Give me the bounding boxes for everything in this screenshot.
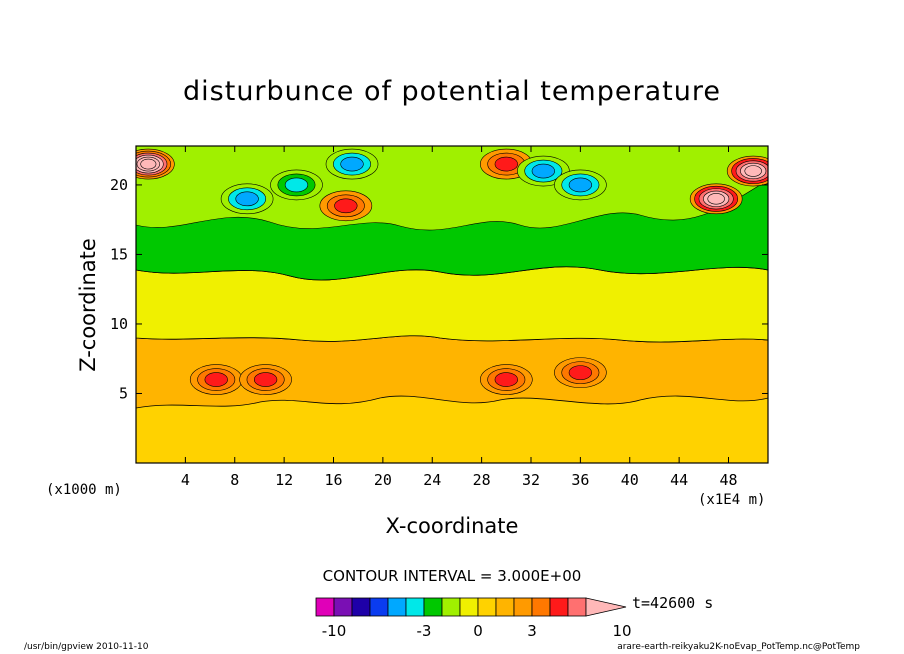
footer-command: /usr/bin/gpview 2010-11-10 — [24, 642, 149, 652]
field-blob-3-level-2 — [340, 156, 364, 172]
field-layer-lime — [136, 146, 768, 231]
y-tick-label-0: 5 — [119, 384, 128, 402]
colorbar-extension — [585, 597, 627, 617]
field-blob-13-level-2 — [568, 365, 593, 380]
field-blob-8-level-4 — [707, 193, 725, 205]
colorbar-segment-5 — [405, 597, 425, 617]
field-blob-10-level-2 — [204, 372, 228, 387]
colorbar-segment-8 — [459, 597, 479, 617]
field-blob-6-level-2 — [531, 163, 555, 179]
colorbar-segment-9 — [477, 597, 497, 617]
x-axis: 4 8 12 16 20 24 28 32 36 40 44 48 — [181, 146, 738, 489]
x-tick-label-2: 12 — [275, 471, 293, 489]
colorbar-segment-2 — [351, 597, 371, 617]
colorbar-tick-label-1: -3 — [417, 622, 432, 640]
colorbar-segment-13 — [549, 597, 569, 617]
field-blob-7-level-2 — [568, 177, 593, 193]
field-blob-5-level-2 — [494, 156, 518, 172]
colorbar-tick-label-0: -10 — [322, 622, 347, 640]
colorbar-segment-1 — [333, 597, 353, 617]
x-tick-label-0: 4 — [181, 471, 190, 489]
x-tick-label-7: 32 — [522, 471, 540, 489]
plot-frame — [135, 145, 769, 464]
colorbar-segment-0 — [315, 597, 335, 617]
field-blob-9-level-4 — [744, 165, 762, 177]
x-tick-label-10: 44 — [670, 471, 688, 489]
x-tick-label-8: 36 — [571, 471, 589, 489]
colorbar-segment-4 — [387, 597, 407, 617]
colorbar-tick-label-2: 0 — [473, 622, 483, 640]
y-tick-label-2: 15 — [110, 245, 128, 263]
colorbar-segment-12 — [531, 597, 551, 617]
field-blob-4-level-2 — [334, 198, 358, 214]
y-unit-label: (x1000 m) — [46, 482, 122, 498]
colorbar-segment-11 — [513, 597, 533, 617]
y-tick-label-3: 20 — [110, 176, 128, 194]
x-tick-label-11: 48 — [719, 471, 737, 489]
field-blob-1-level-2 — [235, 191, 259, 207]
field-blob-0-level-5 — [140, 158, 157, 170]
x-tick-label-4: 20 — [374, 471, 392, 489]
y-axis-label: Z-coordinate — [76, 238, 100, 372]
colorbar-segment-3 — [369, 597, 389, 617]
colorbar-segment-7 — [441, 597, 461, 617]
colorbar-tick-label-4: 10 — [612, 622, 631, 640]
field-blob-2-level-2 — [284, 177, 309, 193]
chart-title: disturbunce of potential temperature — [183, 76, 721, 107]
x-tick-label-5: 24 — [423, 471, 441, 489]
colorbar-segment-14 — [567, 597, 587, 617]
colorbar-tick-label-3: 3 — [527, 622, 537, 640]
x-unit-label: (x1E4 m) — [698, 492, 766, 508]
plot-area — [136, 146, 768, 463]
x-axis-label: X-coordinate — [385, 514, 519, 538]
colorbar-segment-10 — [495, 597, 515, 617]
field-blob-12-level-2 — [494, 372, 518, 387]
x-tick-label-6: 28 — [473, 471, 491, 489]
x-tick-label-9: 40 — [621, 471, 639, 489]
x-tick-label-3: 16 — [324, 471, 342, 489]
contour-interval-label: CONTOUR INTERVAL = 3.000E+00 — [322, 567, 582, 585]
field-blob-11-level-2 — [253, 372, 278, 387]
footer-file: arare-earth-reikyaku2K-noEvap_PotTemp.nc… — [617, 642, 860, 652]
y-axis: 5 10 15 20 — [110, 176, 768, 402]
colorbar: -10 -3 0 3 10 — [315, 597, 632, 640]
field-layer-upper — [136, 266, 768, 343]
x-tick-label-1: 8 — [230, 471, 239, 489]
colorbar-segment-6 — [423, 597, 443, 617]
time-label: t=42600 s — [632, 594, 714, 612]
y-tick-label-1: 10 — [110, 315, 128, 333]
